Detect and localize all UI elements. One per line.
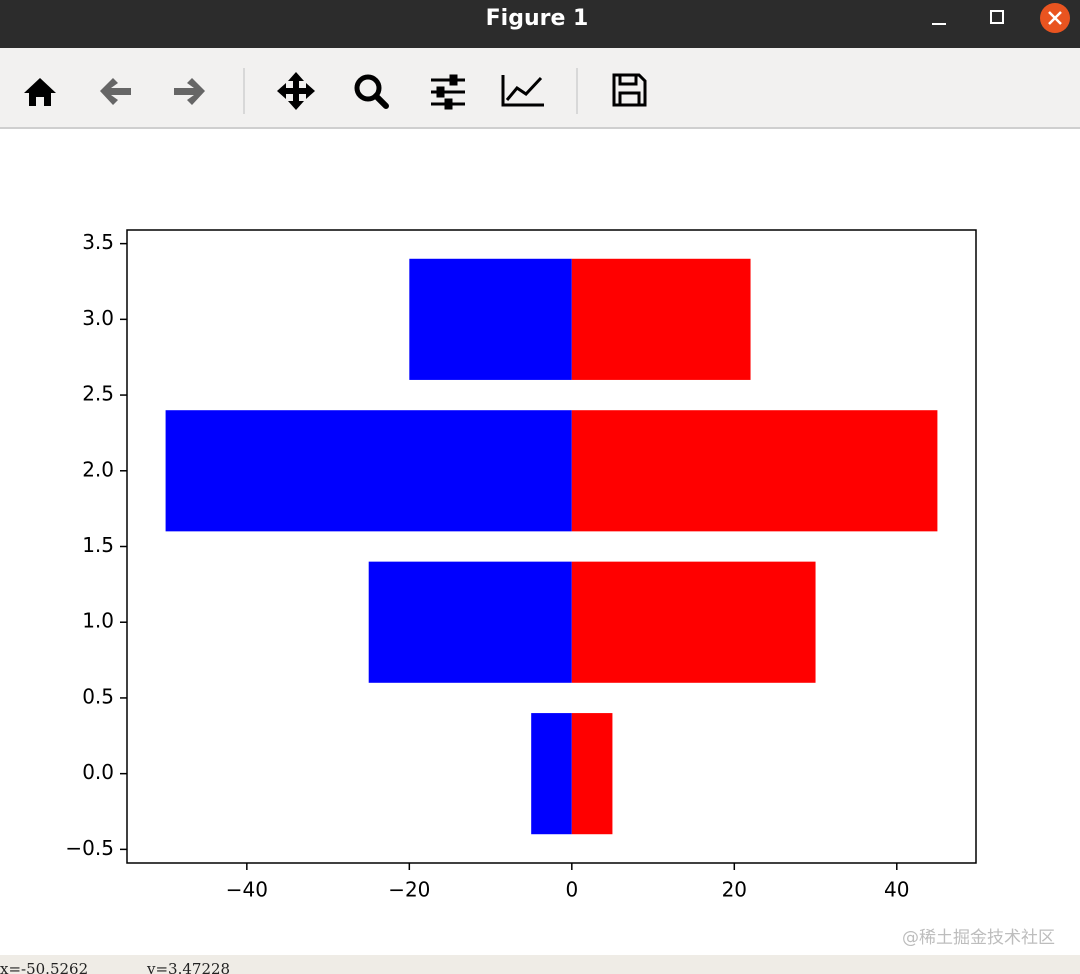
toolbar <box>0 48 1080 128</box>
y-tick-label: 0.0 <box>82 760 114 784</box>
y-tick-label: 3.5 <box>82 230 114 254</box>
disk-label <box>618 91 641 107</box>
zoom-handle <box>373 93 389 109</box>
bar <box>368 561 572 683</box>
bar <box>165 410 572 532</box>
y-tick-label: 3.0 <box>82 306 114 330</box>
zoom-button[interactable] <box>354 74 389 109</box>
x-tick-label: 40 <box>884 878 909 902</box>
bar <box>531 713 572 835</box>
bar <box>571 713 613 835</box>
title-bar <box>0 0 1080 48</box>
slider-knob <box>444 98 453 110</box>
slider-knob <box>449 74 458 86</box>
status-y: y=3.47228 <box>146 960 230 974</box>
pan-button[interactable] <box>277 72 315 110</box>
x-tick-label: −20 <box>388 878 430 902</box>
bar <box>571 258 751 380</box>
bar <box>571 561 816 683</box>
watermark: @稀土掘金技术社区 <box>902 928 1055 948</box>
y-tick-label: 2.5 <box>82 382 114 406</box>
x-tick-label: −40 <box>226 878 268 902</box>
close-icon <box>1048 11 1062 25</box>
y-tick-label: 2.0 <box>82 457 114 481</box>
y-tick-label: −0.5 <box>65 836 114 860</box>
x-tick-label: 0 <box>565 878 578 902</box>
axes-edit-button[interactable] <box>501 75 544 107</box>
y-tick-label: 1.0 <box>82 609 114 633</box>
y-tick-label: 1.5 <box>82 533 114 557</box>
save-button[interactable] <box>612 73 647 107</box>
close-button[interactable] <box>1040 3 1070 33</box>
home-button[interactable] <box>24 78 56 106</box>
x-tick-label: 20 <box>722 878 747 902</box>
line-icon <box>505 76 543 101</box>
y-tick-label: 0.5 <box>82 684 114 708</box>
maximize-button[interactable] <box>990 10 1004 24</box>
slider-knob <box>436 86 445 98</box>
status-bar <box>0 955 1080 974</box>
window-title: Figure 1 <box>486 6 589 31</box>
axes-icon <box>501 75 544 107</box>
plot: −40 −20 0 20 40 −0.5 0.0 0.5 1.0 1.5 2.0 2.5 3.0 3.5 <box>65 229 977 902</box>
configure-button[interactable] <box>431 74 465 110</box>
zoom-lens <box>354 74 382 102</box>
forward-button[interactable] <box>174 78 205 105</box>
bar <box>571 410 938 532</box>
bar <box>409 258 572 380</box>
status-x: x=-50.5262 <box>0 960 88 974</box>
disk-shutter <box>618 73 638 86</box>
back-button[interactable] <box>100 78 131 105</box>
